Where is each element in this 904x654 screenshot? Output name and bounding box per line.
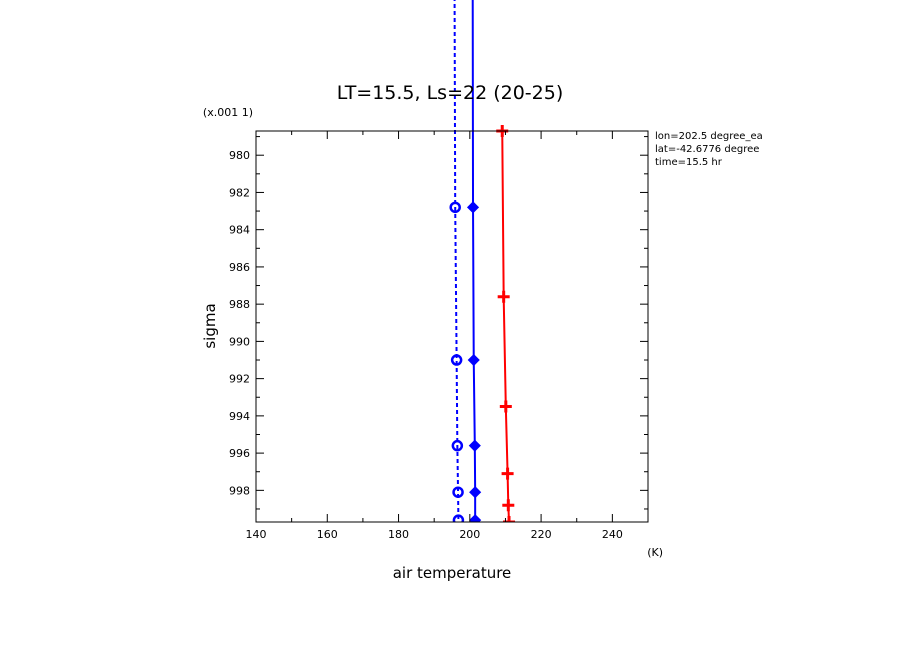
series-layer [449,0,516,522]
y-tick-label: 980 [229,149,250,162]
series-1-point [466,201,480,214]
series-0-point [452,514,465,522]
series-1-point [468,439,481,452]
y-axis-label: sigma [201,303,219,348]
series-2-point [499,400,512,413]
x-tick-label: 180 [388,528,409,541]
series-0-point [449,201,461,214]
y-tick-label: 982 [229,186,250,199]
series-2-point [502,499,515,512]
x-tick-label: 240 [602,528,623,541]
y-tick-label: 984 [229,224,250,237]
y-tick-label: 986 [229,261,250,274]
series-0-point [451,439,464,452]
series-1-point [467,353,480,367]
x-tick-label: 160 [317,528,338,541]
axis-layer: 140 160 180 200 220 240 980 982 984 986 988 990 992 9… [229,131,648,541]
plot-frame [255,130,649,523]
series-0-point [450,354,463,366]
series-2-point [501,467,514,480]
y-unit-label: (x.001 1) [203,106,253,119]
annotation-block: lon=202.5 degree_ea lat=-42.6776 degree … [655,131,763,168]
series-1-point [469,486,482,499]
y-tick-label: 990 [229,335,250,348]
annotation-time: time=15.5 hr [655,157,723,168]
y-tick-label: 998 [229,484,250,497]
series-2-point [503,516,516,522]
x-tick-label: 200 [459,528,480,541]
series-2-line [501,130,511,522]
series-0-point [452,486,464,498]
x-axis-label: air temperature [393,564,512,582]
annotation-lat: lat=-42.6776 degree [655,144,759,155]
y-tick-label: 994 [229,410,250,423]
x-unit-label: (K) [647,546,663,559]
x-tick-label: 220 [531,528,552,541]
annotation-lon: lon=202.5 degree_ea [655,131,763,142]
series-2-point [497,290,510,303]
y-tick-label: 992 [229,373,250,386]
y-tick-label: 988 [229,298,250,311]
y-tick-label: 996 [229,447,250,460]
x-tick-label: 140 [246,528,267,541]
chart-title: LT=15.5, Ls=22 (20-25) [337,82,564,104]
series-1-point [469,514,482,522]
